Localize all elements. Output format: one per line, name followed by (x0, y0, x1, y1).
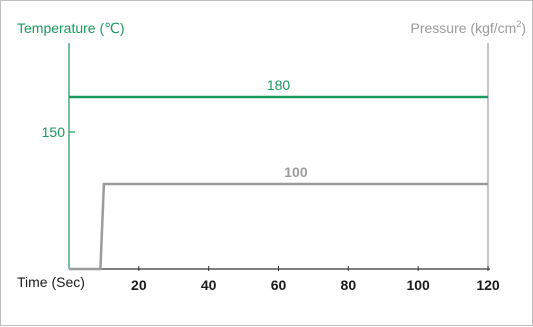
left-axis-label: Temperature (℃) (17, 20, 125, 36)
series-data-label-1: 100 (284, 164, 308, 180)
x-tick-label-2: 60 (271, 277, 287, 293)
left-y-tick-label-0: 150 (42, 124, 66, 140)
series-data-label-0: 180 (267, 77, 291, 93)
right-axis-label-main: Pressure (kgf/cm (411, 20, 517, 36)
ticks-group: 150 20 40 60 80 100 120 (42, 124, 500, 293)
x-tick-label-1: 40 (201, 277, 217, 293)
series-group: 180 100 (69, 77, 488, 271)
x-axis-label: Time (Sec) (17, 274, 85, 290)
series-line-1 (69, 182, 488, 271)
right-axis-label-sup: 2 (516, 19, 521, 29)
right-axis-label: Pressure (kgf/cm2) (411, 19, 527, 36)
x-tick-label-0: 20 (131, 277, 147, 293)
right-axis-label-end: ) (521, 20, 526, 36)
x-tick-label-3: 80 (341, 277, 357, 293)
x-tick-label-4: 100 (406, 277, 430, 293)
x-tick-label-5: 120 (476, 277, 500, 293)
